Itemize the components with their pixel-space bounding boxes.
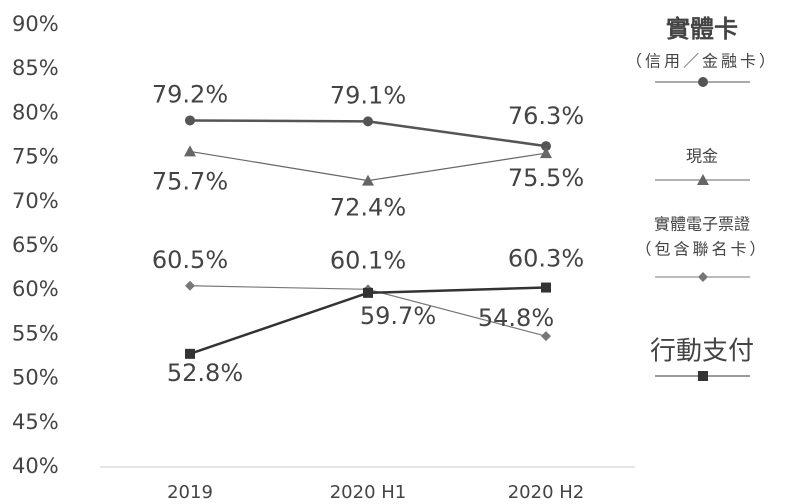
marker xyxy=(362,174,374,186)
legend-label: 現金 xyxy=(686,147,718,166)
data-label: 60.5% xyxy=(152,246,228,274)
data-label: 76.3% xyxy=(508,102,584,130)
data-label: 72.4% xyxy=(330,194,406,222)
y-tick-label: 55% xyxy=(12,321,59,345)
y-tick-label: 90% xyxy=(12,12,59,36)
legend-note: （包含聯名卡） xyxy=(635,240,768,259)
marker xyxy=(363,287,373,298)
marker xyxy=(698,77,708,87)
marker xyxy=(698,371,708,381)
marker xyxy=(184,145,196,157)
y-tick-label: 75% xyxy=(12,145,59,169)
y-tick-label: 85% xyxy=(12,56,59,80)
legend-label: 實體卡 xyxy=(666,15,738,43)
x-tick-label: 2019 xyxy=(167,482,213,503)
data-label: 54.8% xyxy=(478,304,554,332)
y-tick-label: 45% xyxy=(12,410,59,434)
data-label: 60.3% xyxy=(508,245,584,273)
marker xyxy=(541,331,551,342)
marker xyxy=(185,348,195,359)
marker xyxy=(185,115,195,126)
y-tick-label: 50% xyxy=(12,366,59,390)
data-label: 59.7% xyxy=(360,302,436,330)
marker xyxy=(698,272,708,282)
x-tick-label: 2020 H2 xyxy=(508,482,585,503)
y-tick-label: 70% xyxy=(12,189,59,213)
data-label: 52.8% xyxy=(167,359,243,387)
data-label: 75.7% xyxy=(152,167,228,195)
legend-note: （信用／金融卡） xyxy=(626,52,778,71)
marker xyxy=(541,141,551,152)
y-tick-label: 40% xyxy=(12,454,59,478)
y-tick-label: 65% xyxy=(12,233,59,257)
data-label: 60.1% xyxy=(330,246,406,274)
marker xyxy=(697,174,709,185)
y-tick-label: 60% xyxy=(12,277,59,301)
y-tick-label: 80% xyxy=(12,100,59,124)
legend-label: 行動支付 xyxy=(650,337,754,367)
data-label: 79.2% xyxy=(152,80,228,108)
marker xyxy=(541,282,551,293)
data-label: 79.1% xyxy=(330,81,406,109)
marker xyxy=(363,116,373,127)
x-tick-label: 2020 H1 xyxy=(330,482,407,503)
marker xyxy=(540,147,552,159)
data-label: 75.5% xyxy=(508,164,584,192)
marker xyxy=(185,280,195,291)
legend-label: 實體電子票證 xyxy=(654,215,750,234)
